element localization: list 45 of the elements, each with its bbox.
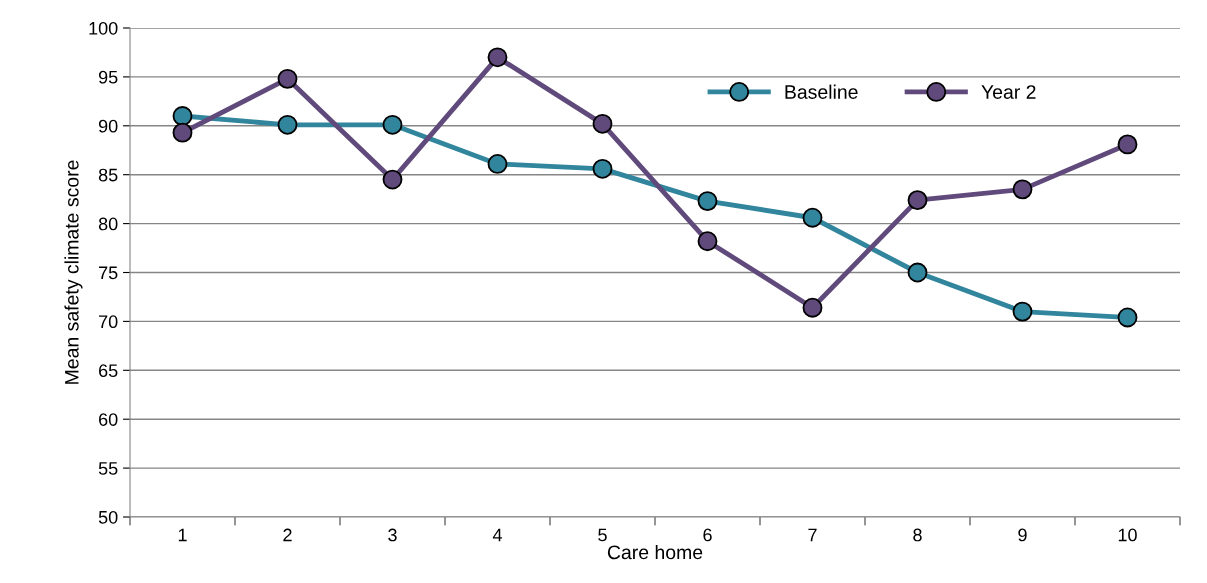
y-axis-title: Mean safety climate score — [64, 160, 83, 384]
x-tick-label: 9 — [1018, 528, 1027, 542]
point — [1117, 307, 1138, 328]
x-tick-label: 7 — [808, 528, 817, 542]
x-tick-label: 2 — [283, 528, 292, 542]
point — [1012, 301, 1033, 322]
legend-label: Baseline — [785, 84, 858, 99]
point — [1012, 179, 1033, 200]
point — [592, 113, 613, 134]
y-tick-label: 50 — [98, 510, 118, 524]
point — [172, 106, 193, 126]
point — [802, 207, 823, 228]
point — [277, 68, 298, 89]
point — [697, 191, 718, 212]
legend-label: Year 2 — [981, 85, 1036, 99]
x-tick-label: 6 — [703, 528, 712, 542]
y-tick-label: 75 — [99, 266, 118, 280]
point — [172, 122, 193, 143]
point — [907, 262, 928, 283]
y-tick-label: 60 — [99, 413, 118, 426]
x-tick-label: 4 — [492, 528, 502, 542]
y-tick-label: 85 — [98, 168, 118, 182]
y-tick-label: 80 — [98, 217, 118, 231]
x-tick-label: 5 — [598, 528, 607, 542]
point — [697, 231, 718, 252]
y-tick-label: 90 — [98, 119, 118, 133]
y-tick-label: 100 — [89, 21, 118, 35]
x-tick-label: 10 — [1118, 528, 1137, 542]
point — [487, 154, 508, 174]
y-tick-label: 65 — [99, 364, 118, 378]
y-tick-label: 95 — [98, 70, 118, 84]
x-tick-label: 1 — [178, 528, 187, 542]
x-tick-label: 3 — [388, 528, 397, 542]
point — [382, 169, 403, 190]
x-axis-title: Care home — [607, 544, 703, 560]
point — [592, 158, 613, 179]
y-tick-label: 70 — [99, 315, 118, 329]
point — [277, 114, 298, 135]
point — [1117, 134, 1138, 155]
point — [907, 190, 928, 211]
point — [487, 47, 508, 68]
point — [802, 297, 823, 318]
point — [382, 114, 403, 135]
x-tick-label: 8 — [913, 528, 922, 542]
y-tick-label: 55 — [98, 462, 118, 475]
